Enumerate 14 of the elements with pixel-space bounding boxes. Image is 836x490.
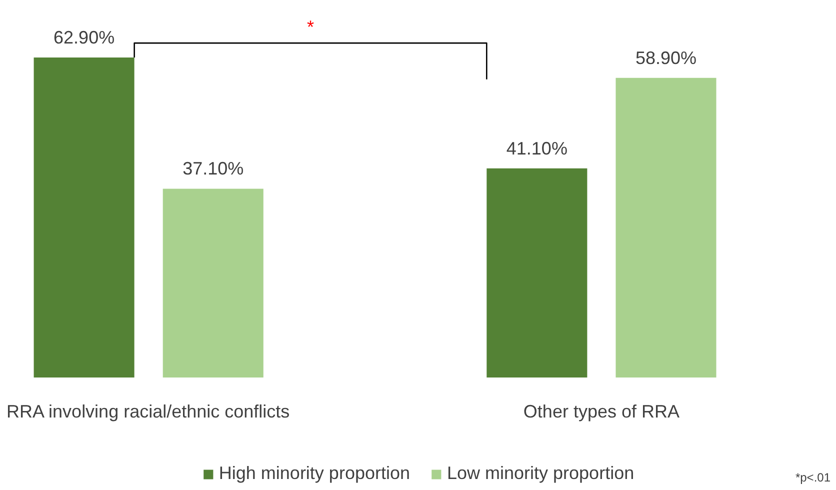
x-tick-label: RRA involving racial/ethnic conflicts bbox=[6, 402, 290, 422]
data-label: 41.10% bbox=[506, 138, 568, 158]
legend-label: High minority proportion bbox=[218, 463, 410, 484]
data-label: 37.10% bbox=[182, 158, 244, 179]
legend-label: Low minority proportion bbox=[447, 463, 634, 484]
text: *p<.01 bbox=[795, 470, 831, 484]
bar bbox=[162, 188, 264, 378]
data-label: 58.90% bbox=[635, 48, 697, 68]
bar bbox=[486, 168, 588, 378]
data-label: 62.90% bbox=[54, 27, 115, 48]
text: * bbox=[306, 17, 314, 38]
x-tick-label: Other types of RRA bbox=[523, 402, 680, 422]
bar bbox=[34, 57, 134, 378]
bar bbox=[616, 78, 716, 378]
